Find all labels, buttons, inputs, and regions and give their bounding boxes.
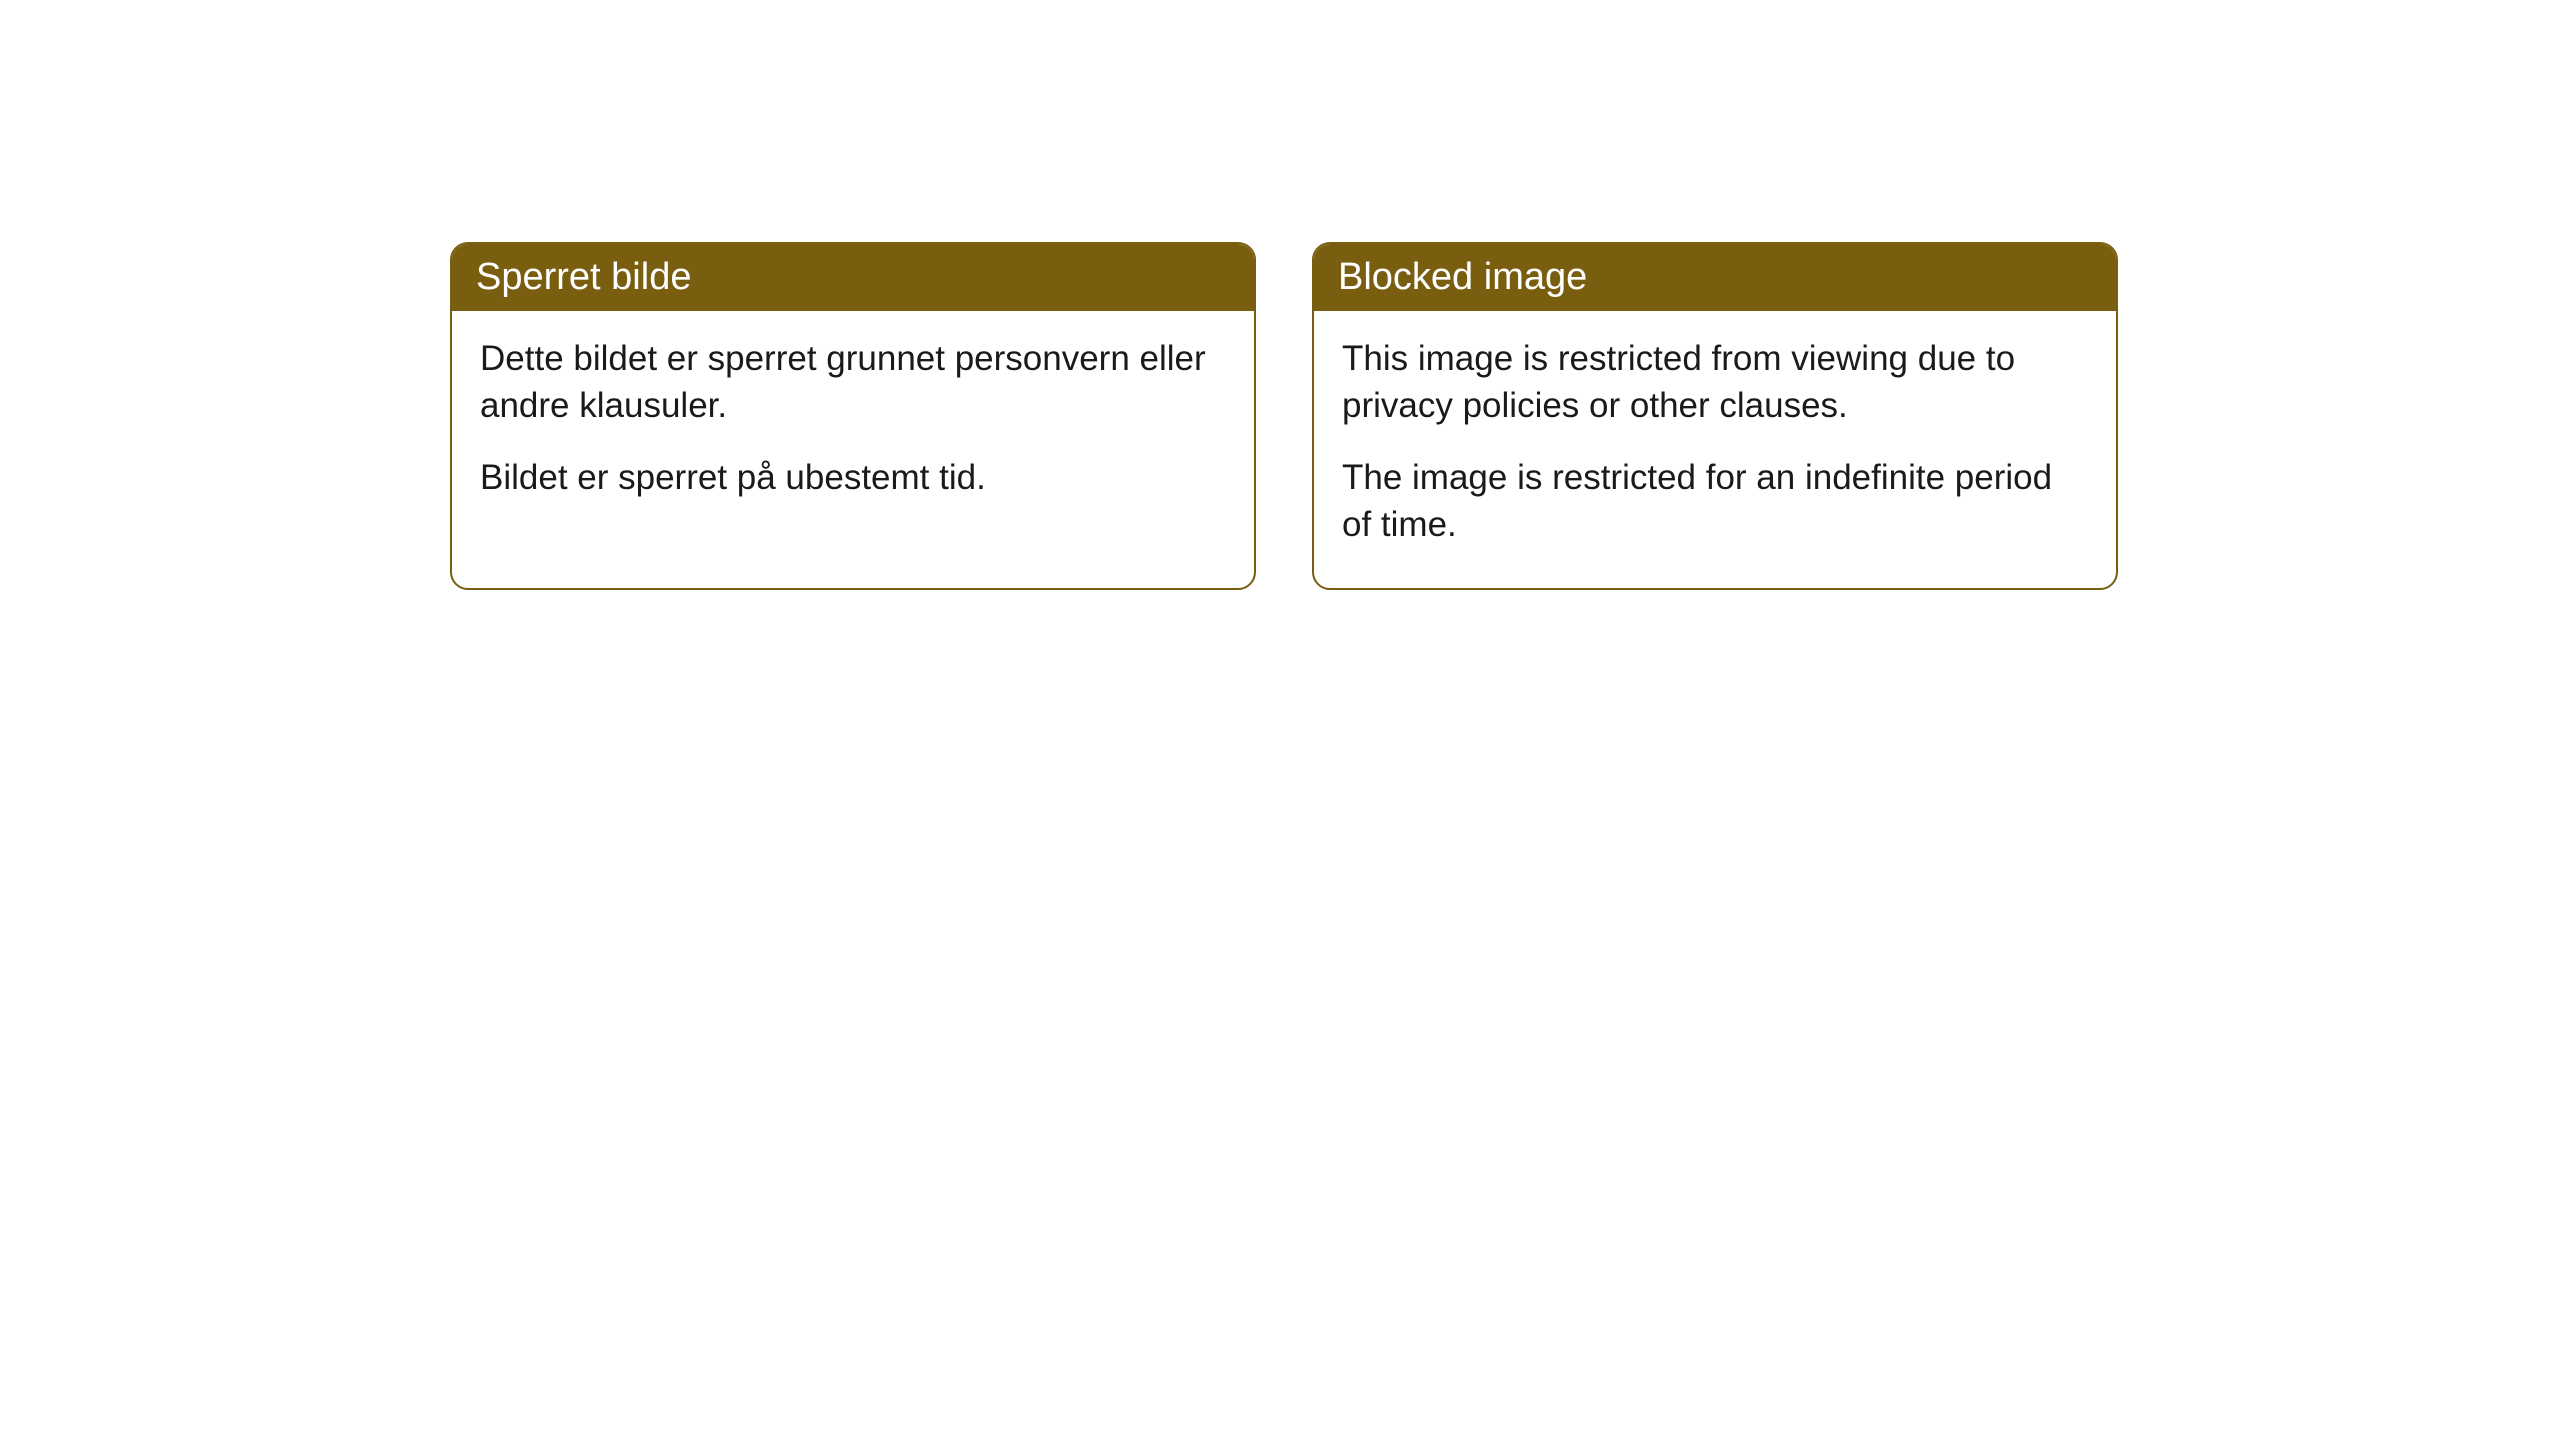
card-english: Blocked image This image is restricted f… [1312,242,2118,590]
card-header-norwegian: Sperret bilde [452,244,1254,311]
card-body-norwegian: Dette bildet er sperret grunnet personve… [452,311,1254,541]
card-paragraph-2: The image is restricted for an indefinit… [1342,454,2088,549]
card-header-english: Blocked image [1314,244,2116,311]
card-norwegian: Sperret bilde Dette bildet er sperret gr… [450,242,1256,590]
card-body-english: This image is restricted from viewing du… [1314,311,2116,588]
card-paragraph-1: This image is restricted from viewing du… [1342,335,2088,430]
cards-container: Sperret bilde Dette bildet er sperret gr… [450,242,2118,590]
card-paragraph-2: Bildet er sperret på ubestemt tid. [480,454,1226,501]
card-paragraph-1: Dette bildet er sperret grunnet personve… [480,335,1226,430]
